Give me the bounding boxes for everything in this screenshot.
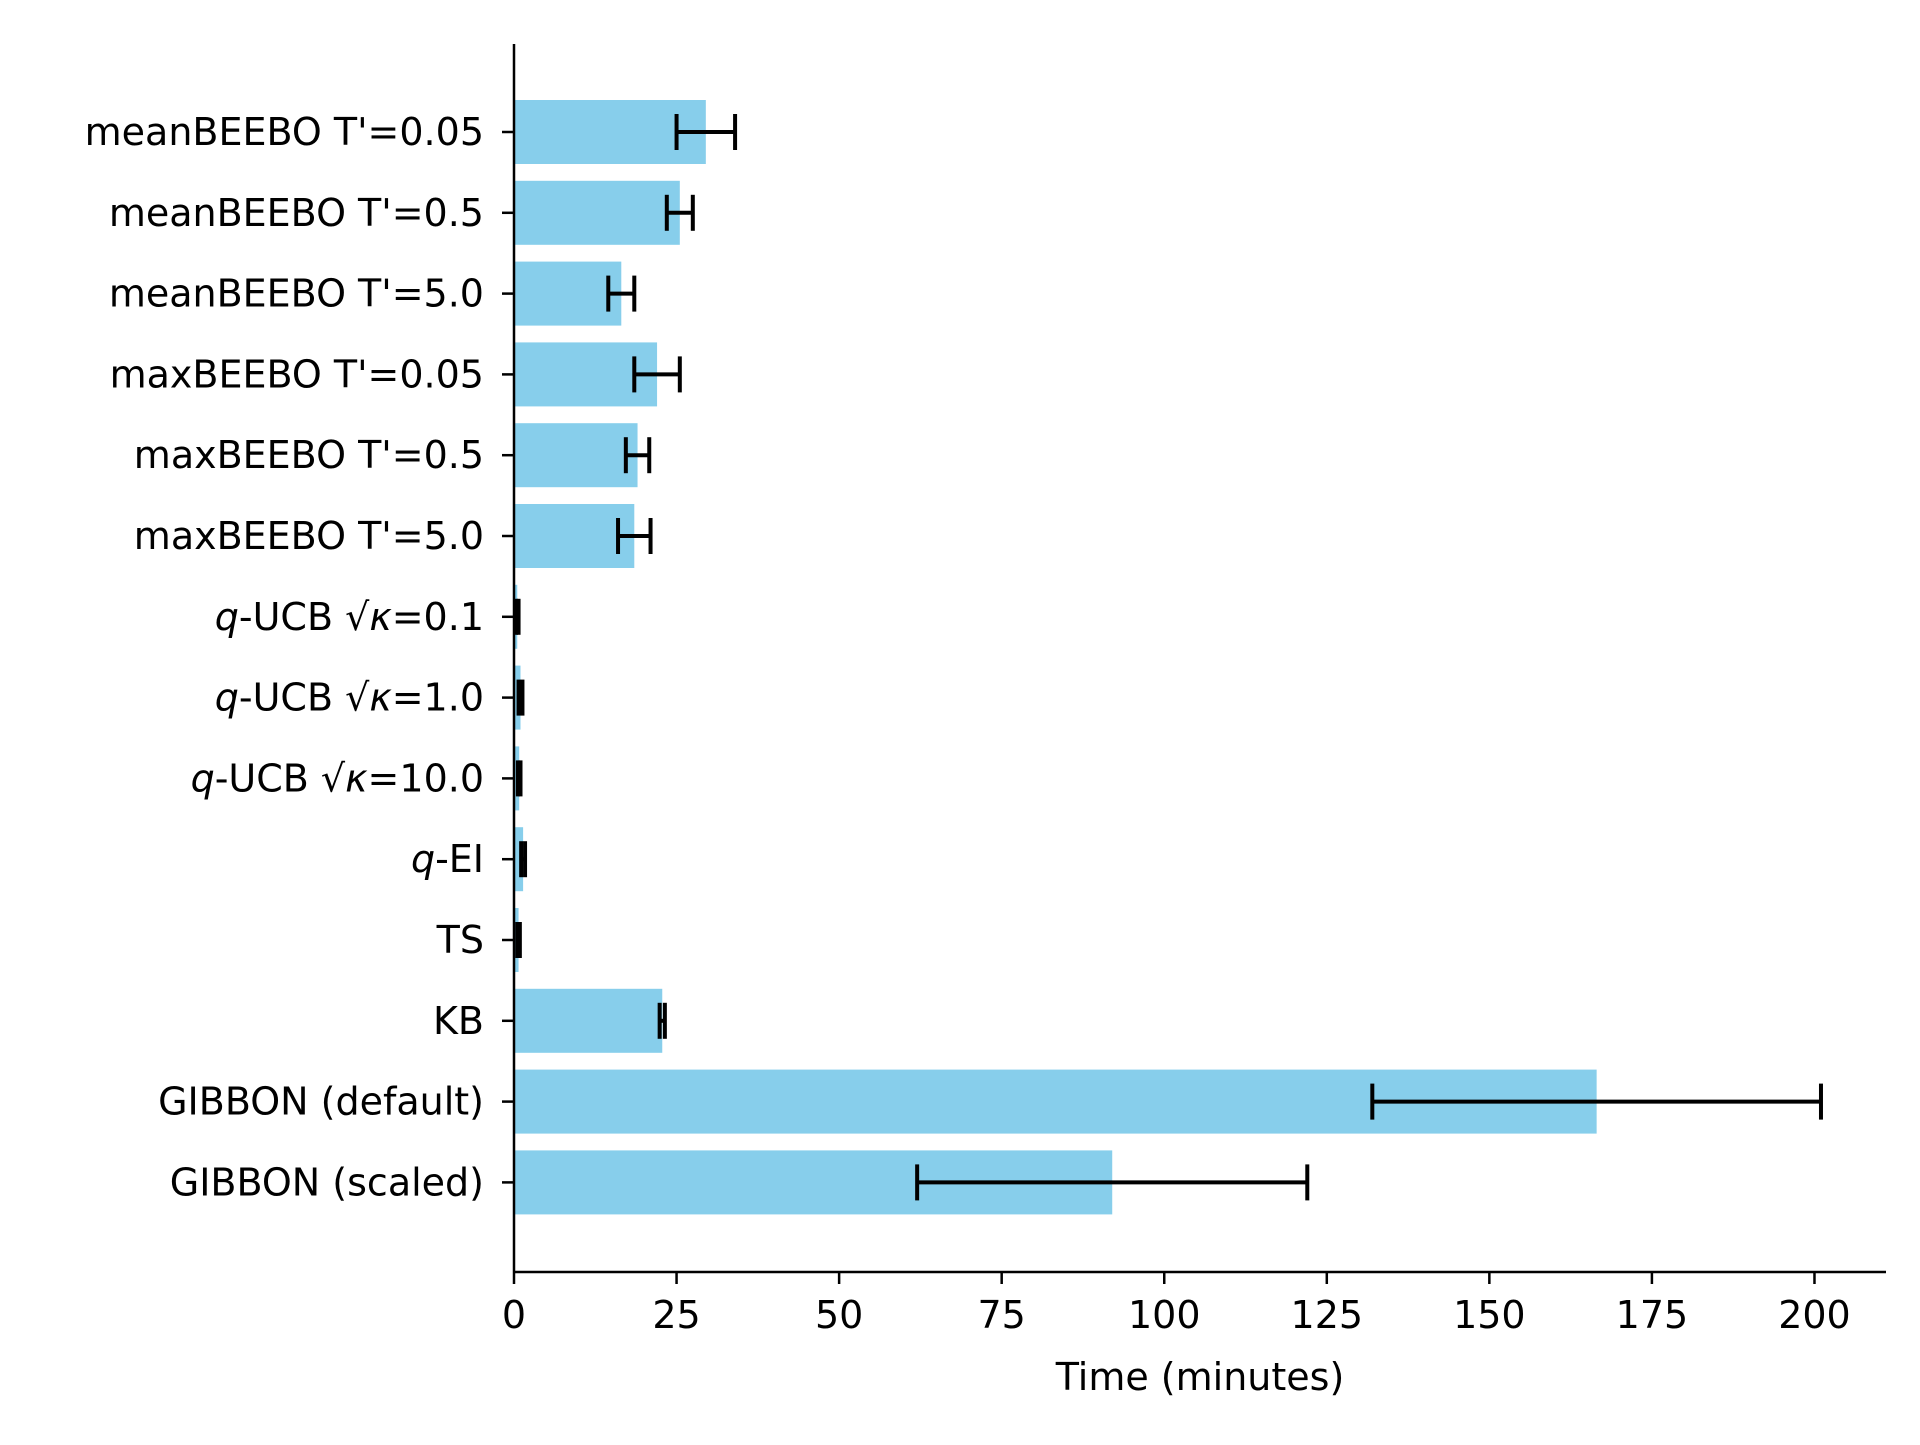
error-bar-11: [657, 1002, 667, 1039]
y-tick-label-2: meanBEEBO T'=5.0: [109, 272, 484, 316]
y-tick-label-3: maxBEEBO T'=0.05: [110, 352, 484, 396]
x-tick-label-5: 125: [1291, 1293, 1364, 1337]
y-tick-label-8: q-UCB √κ=10.0: [191, 756, 484, 800]
y-tick-label-7: q-UCB √κ=1.0: [215, 676, 484, 720]
error-bar-5: [616, 518, 653, 554]
y-tick-label-5: maxBEEBO T'=5.0: [134, 514, 484, 558]
x-axis-title: Time (minutes): [1055, 1355, 1345, 1399]
error-bar-2: [606, 275, 637, 312]
y-tick-label-1: meanBEEBO T'=0.5: [109, 191, 484, 235]
x-tick-label-4: 100: [1128, 1293, 1201, 1337]
bar-1: [514, 180, 680, 245]
error-bar-12: [1370, 1083, 1823, 1120]
y-tick-label-11: KB: [433, 999, 484, 1043]
error-bar-0: [674, 114, 738, 150]
error-bar-1: [664, 194, 695, 231]
axes-layer: [502, 44, 1886, 1284]
y-tick-label-part-label_rest: -UCB √: [239, 595, 370, 639]
y-tick-label-part-label_tail: =10.0: [368, 756, 484, 800]
x-tick-label-0: 0: [502, 1293, 526, 1337]
error-bar-4: [623, 437, 652, 474]
y-tick-label-0: meanBEEBO T'=0.05: [85, 110, 484, 154]
x-tick-label-1: 25: [652, 1293, 700, 1337]
bar-11: [514, 988, 663, 1053]
bar-9: [514, 827, 524, 892]
x-tick-label-6: 150: [1453, 1293, 1526, 1337]
x-tick-label-7: 175: [1616, 1293, 1689, 1337]
x-tick-label-2: 50: [815, 1293, 863, 1337]
y-tick-label-6: q-UCB √κ=0.1: [215, 595, 484, 639]
error-bar-13: [915, 1164, 1310, 1201]
error-bar-9: [519, 841, 528, 878]
x-tick-label-8: 200: [1778, 1293, 1851, 1337]
y-tick-label-13: GIBBON (scaled): [170, 1160, 484, 1204]
y-tick-label-part-label_tail: =1.0: [392, 676, 484, 720]
error-bars-layer: [513, 114, 1823, 1201]
y-tick-label-part-label_italic: q: [411, 837, 435, 881]
y-tick-label-12: GIBBON (default): [158, 1080, 484, 1124]
x-tick-labels-layer: 0 25 50 75 100 125 150 175 200: [502, 1293, 1851, 1337]
y-tick-label-part-label_italic: q: [215, 595, 239, 639]
y-tick-label-10: TS: [436, 918, 484, 962]
bar-5: [514, 504, 635, 568]
error-bar-10: [515, 922, 522, 958]
y-tick-labels-layer: meanBEEBO T'=0.05 meanBEEBO T'=0.5 meanBEE…: [85, 110, 484, 1204]
y-tick-label-part-label_italic: q: [191, 756, 215, 800]
y-tick-label-part-label_greek: κ: [345, 756, 368, 800]
bar-0: [514, 100, 706, 164]
y-tick-label-part-label_italic: q: [215, 676, 239, 720]
y-tick-label-4: maxBEEBO T'=0.5: [134, 433, 484, 477]
bar-2: [514, 261, 622, 326]
y-tick-label-part-label_greek: κ: [369, 676, 392, 720]
y-tick-label-part-label_rest: -EI: [435, 837, 484, 881]
y-tick-label-part-label_tail: =0.1: [392, 595, 484, 639]
y-tick-label-part-label_rest: -UCB √: [215, 756, 346, 800]
y-tick-label-part-label_greek: κ: [369, 595, 392, 639]
error-bar-3: [632, 356, 682, 393]
error-bar-7: [516, 679, 525, 716]
error-bar-8: [515, 760, 523, 797]
bars-layer: [514, 100, 1597, 1215]
bar-4: [514, 423, 638, 488]
x-tick-label-3: 75: [977, 1293, 1025, 1337]
y-tick-label-9: q-EI: [411, 837, 484, 881]
y-tick-label-part-label_rest: -UCB √: [239, 676, 370, 720]
error-bar-6: [513, 598, 521, 635]
